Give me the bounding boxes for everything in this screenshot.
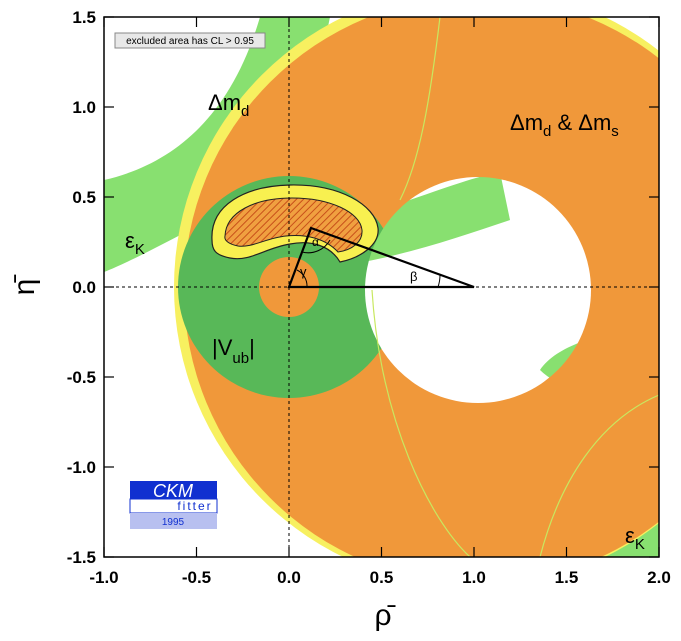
annotation-sub: d xyxy=(543,123,551,140)
x-tick-label: -1.0 xyxy=(89,568,118,587)
x-tick-label: 1.5 xyxy=(555,568,579,587)
annotation-text: Δm xyxy=(208,90,241,115)
x-tick-label: 2.0 xyxy=(647,568,671,587)
legend-box xyxy=(114,32,266,49)
annotation: Δmd & Δms xyxy=(510,110,619,140)
y-tick-label: -1.5 xyxy=(67,548,96,567)
logo-name: CKM xyxy=(153,481,193,501)
y-tick-label: 0.5 xyxy=(72,188,96,207)
annotation-sub: ub xyxy=(232,350,249,367)
x-axis-label: ρ̄ xyxy=(374,599,396,632)
logo-bg xyxy=(130,481,217,499)
x-tick-label: 0.0 xyxy=(277,568,301,587)
angle-label: β xyxy=(410,269,417,284)
annotation-text: ε xyxy=(625,523,635,548)
x-tick-label: -0.5 xyxy=(182,568,211,587)
annotation-text: ε xyxy=(125,228,135,253)
angle-label: α xyxy=(312,235,319,249)
annotation-sub: K xyxy=(635,536,645,553)
y-tick-label: 0.0 xyxy=(72,278,96,297)
y-tick-label: -1.0 xyxy=(67,458,96,477)
annotation-sub: s xyxy=(611,123,619,140)
angle-arcs xyxy=(296,239,441,288)
logo-year: 1995 xyxy=(162,517,185,528)
y-tick-label: 1.5 xyxy=(72,8,96,27)
annotation: Δmd xyxy=(208,90,249,120)
fit-68 xyxy=(224,197,363,253)
annotation: εK xyxy=(125,228,145,258)
annotation: |Vub| xyxy=(212,335,255,367)
y-tick-label: -0.5 xyxy=(67,368,96,387)
annotation-text: | xyxy=(249,335,255,360)
y-tick-label: 1.0 xyxy=(72,98,96,117)
annotation: εK xyxy=(625,523,645,553)
epsk-band xyxy=(371,17,659,557)
annotation-sub: K xyxy=(135,241,145,258)
logo-sub: fitter xyxy=(177,499,212,513)
logo-bg xyxy=(130,513,217,529)
annotation-text: |V xyxy=(212,335,233,360)
y-axis-label: η̄ xyxy=(8,274,41,296)
x-tick-label: 0.5 xyxy=(370,568,394,587)
angle-label: γ xyxy=(300,264,307,279)
annotation-text: & Δm xyxy=(551,110,611,135)
legend-note: excluded area has CL > 0.95 xyxy=(126,36,254,47)
x-tick-label: 1.0 xyxy=(462,568,486,587)
unitarity-triangle xyxy=(287,226,475,289)
annotation-text: Δm xyxy=(510,110,543,135)
annotation-sub: d xyxy=(241,103,249,120)
logo: CKM fitter 1995 xyxy=(129,481,218,529)
